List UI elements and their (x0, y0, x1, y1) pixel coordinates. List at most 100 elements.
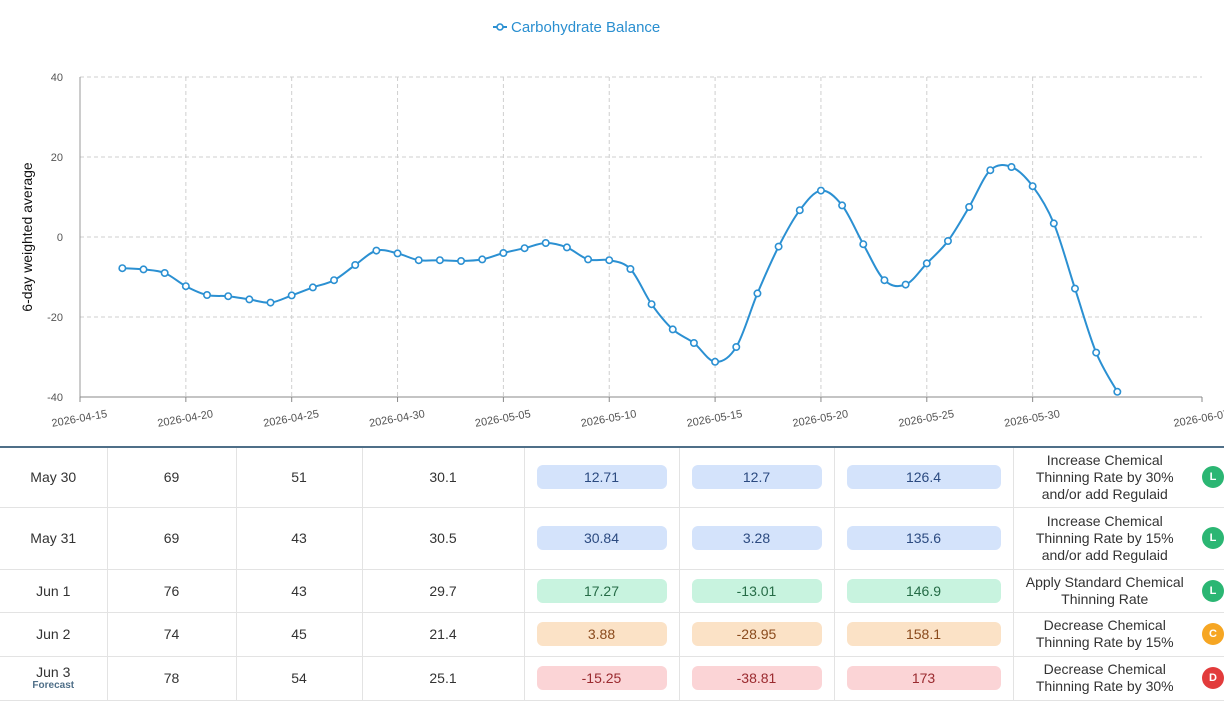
low-temp-cell: 43 (236, 569, 363, 613)
recommendation-text: Decrease Chemical Thinning Rate by 15% (1035, 617, 1174, 650)
data-table-container: May 30 69 51 30.1 12.71 12.7 126.4 Increase Che… (0, 446, 1224, 706)
data-point (245, 295, 254, 304)
value-pill: 12.7 (691, 465, 822, 490)
date-cell: Jun 1 (0, 569, 108, 613)
date-cell: Jun 3 Forecast (0, 656, 108, 701)
data-point (457, 256, 466, 265)
data-point (351, 260, 360, 269)
recommendation-cell: Decrease Chemical Thinning Rate by 15% C (1013, 612, 1224, 657)
x-tick-label: 2026-05-30 (1003, 408, 1061, 430)
status-badge: L (1202, 466, 1224, 489)
x-tick-label: 2026-05-15 (686, 408, 744, 430)
radiation-cell: 30.5 (362, 507, 525, 570)
x-tick-label: 2026-05-25 (898, 408, 956, 430)
data-point (181, 282, 190, 291)
x-tick-label: 2026-05-05 (474, 408, 532, 430)
data-point (308, 283, 317, 292)
cell-value: 51 (291, 469, 307, 486)
cumulative-cell: 135.6 (834, 507, 1014, 570)
data-table: May 30 69 51 30.1 12.71 12.7 126.4 Increase Che… (0, 448, 1224, 701)
cell-value: 43 (291, 582, 307, 599)
status-badge: L (1202, 527, 1224, 549)
legend-label: Carbohydrate Balance (511, 19, 660, 36)
weighted-balance-cell: -38.81 (679, 656, 835, 701)
series (118, 163, 1122, 396)
y-tick-label: -40 (47, 392, 63, 404)
y-tick-label: 20 (51, 152, 63, 164)
data-point (160, 268, 169, 277)
low-temp-cell: 45 (236, 612, 363, 657)
date-label: May 30 (30, 469, 77, 486)
data-point (372, 246, 381, 255)
data-point (753, 289, 762, 298)
data-point (965, 203, 974, 212)
data-point (562, 243, 571, 252)
low-temp-cell: 43 (236, 507, 363, 570)
cumulative-cell: 158.1 (834, 612, 1014, 657)
data-point (414, 256, 423, 265)
recommendation-text: Increase Chemical Thinning Rate by 30% a… (1035, 451, 1174, 502)
data-point (647, 300, 656, 309)
data-point (901, 280, 910, 289)
status-badge: C (1202, 623, 1224, 645)
data-point (1007, 163, 1016, 172)
high-temp-cell: 74 (107, 612, 237, 657)
data-point (732, 342, 741, 351)
weighted-balance-cell: -13.01 (679, 569, 835, 613)
radiation-cell: 25.1 (362, 656, 525, 701)
value-pill: 3.88 (536, 622, 667, 646)
high-temp-cell: 76 (107, 569, 237, 613)
date-label: May 31 (30, 530, 77, 546)
value-pill: -28.95 (691, 622, 822, 646)
x-tick-label: 2026-04-25 (262, 408, 320, 430)
y-tick-label: 0 (57, 232, 63, 244)
legend[interactable]: Carbohydrate Balance (493, 19, 660, 36)
daily-balance-cell: 12.71 (524, 448, 680, 508)
cumulative-cell: 146.9 (834, 569, 1014, 613)
value-pill: -38.81 (691, 666, 822, 690)
legend-marker-icon (496, 23, 504, 31)
table-row: Jun 3 Forecast 78 54 25.1 -15.25 -38.81 173 Decr… (0, 656, 1224, 701)
recommendation-cell: Increase Chemical Thinning Rate by 15% a… (1013, 507, 1224, 570)
cell-value: 54 (291, 670, 307, 686)
data-point (478, 255, 487, 264)
value-pill: 135.6 (846, 526, 1001, 550)
value-pill: 146.9 (846, 578, 1001, 603)
data-point (330, 276, 339, 285)
data-point (266, 298, 275, 307)
data-point (541, 239, 550, 248)
grid (80, 76, 1202, 398)
data-point (1049, 219, 1058, 228)
cell-value: 21.4 (429, 626, 457, 642)
daily-balance-cell: 30.84 (524, 507, 680, 570)
daily-balance-cell: -15.25 (524, 656, 680, 701)
y-tick-label: 40 (51, 72, 63, 84)
data-point (605, 256, 614, 265)
y-tick-label: -20 (47, 312, 63, 324)
status-badge: L (1202, 579, 1224, 602)
value-pill: 30.84 (536, 526, 667, 550)
value-pill: 17.27 (536, 578, 667, 603)
high-temp-cell: 69 (107, 448, 237, 508)
recommendation-cell: Decrease Chemical Thinning Rate by 30% D (1013, 656, 1224, 701)
forecast-label: Forecast (32, 680, 75, 691)
status-badge: D (1202, 667, 1224, 689)
weighted-balance-cell: -28.95 (679, 612, 835, 657)
data-point (139, 265, 148, 274)
cumulative-cell: 126.4 (834, 448, 1014, 508)
value-pill: -15.25 (536, 666, 667, 690)
value-pill: 173 (846, 666, 1001, 690)
data-point (668, 325, 677, 334)
high-temp-cell: 69 (107, 507, 237, 570)
date-cell: May 31 (0, 507, 108, 570)
x-tick-label: 2026-04-30 (368, 408, 426, 430)
high-temp-cell: 78 (107, 656, 237, 701)
recommendation-text: Apply Standard Chemical Thinning Rate (1025, 573, 1184, 607)
cell-value: 25.1 (429, 670, 457, 686)
y-axis-label: 6-day weighted average (19, 162, 35, 312)
cell-value: 45 (291, 626, 307, 642)
table-row: Jun 1 76 43 29.7 17.27 -13.01 146.9 Apply Stand… (0, 569, 1224, 613)
value-pill: 12.71 (536, 465, 667, 490)
daily-balance-cell: 3.88 (524, 612, 680, 657)
cumulative-cell: 173 (834, 656, 1014, 701)
